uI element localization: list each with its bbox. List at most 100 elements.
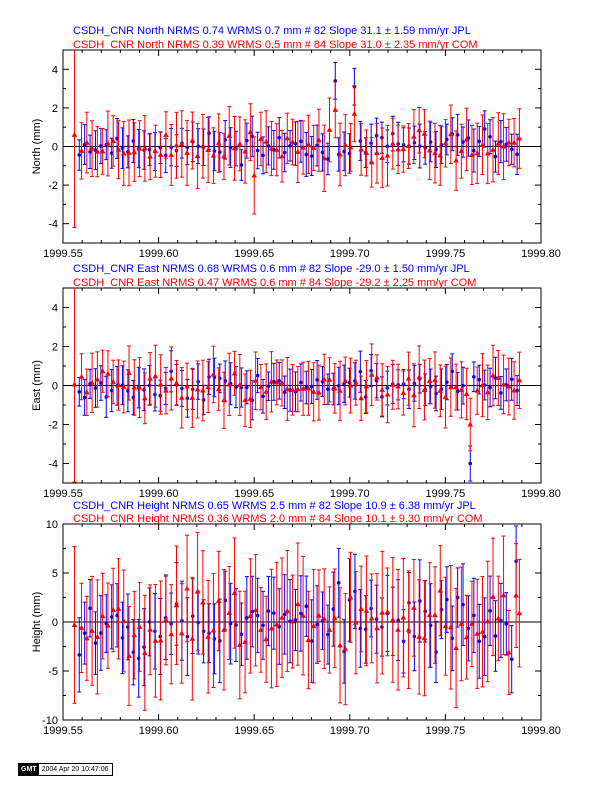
data-point-com <box>474 630 480 636</box>
data-point-jpl <box>93 386 98 390</box>
data-point-com <box>279 614 285 620</box>
data-point-com <box>463 136 470 142</box>
data-point-com <box>405 626 412 632</box>
data-point-com <box>326 126 333 132</box>
data-point-com <box>511 387 517 393</box>
data-point-com <box>247 395 254 401</box>
data-point-jpl <box>201 398 206 402</box>
data-point-jpl <box>239 632 244 637</box>
data-point-com <box>405 375 412 381</box>
data-point-jpl <box>261 153 265 158</box>
data-point-com <box>226 609 233 615</box>
x-tick-label: 1999.55 <box>43 488 83 500</box>
data-point-com <box>237 641 243 647</box>
data-point-com <box>516 135 523 141</box>
data-point-com <box>126 369 132 375</box>
data-point-com <box>226 381 233 387</box>
data-point-jpl <box>515 152 519 157</box>
x-tick-label: 1999.80 <box>521 248 561 260</box>
data-point-jpl <box>363 395 368 399</box>
data-point-com <box>157 381 164 387</box>
data-point-com <box>363 607 370 613</box>
data-point-jpl <box>472 374 476 379</box>
data-point-jpl <box>488 385 492 390</box>
data-point-com <box>147 626 153 632</box>
data-point-jpl <box>477 377 482 382</box>
data-point-com <box>99 613 106 619</box>
x-tick-label: 1999.65 <box>234 725 274 737</box>
data-point-com <box>284 607 291 613</box>
data-point-com <box>163 132 169 138</box>
data-point-com <box>289 386 296 392</box>
data-point-jpl <box>482 127 487 131</box>
data-point-com <box>321 615 328 621</box>
data-point-jpl <box>315 143 319 148</box>
data-point-com <box>479 628 486 634</box>
data-point-jpl <box>418 144 422 148</box>
data-point-com <box>200 143 206 149</box>
data-point-com <box>513 592 519 598</box>
data-point-jpl <box>109 615 114 619</box>
y-tick-label: 10 <box>46 519 58 531</box>
data-point-jpl <box>493 634 498 638</box>
data-point-com <box>305 637 312 643</box>
data-point-com <box>71 381 78 387</box>
data-point-jpl <box>293 618 298 622</box>
data-point-com <box>194 386 201 392</box>
data-point-com <box>321 155 328 161</box>
data-point-com <box>136 145 143 151</box>
data-point-com <box>411 133 417 139</box>
data-point-com <box>173 602 180 608</box>
data-point-com <box>71 621 78 627</box>
data-point-com <box>231 145 238 151</box>
data-point-com <box>194 588 201 594</box>
data-point-com <box>131 384 138 390</box>
data-point-com <box>421 386 428 392</box>
data-point-com <box>442 623 449 629</box>
data-point-com <box>342 142 349 148</box>
data-point-com <box>458 386 465 392</box>
data-point-jpl <box>147 147 152 152</box>
data-point-jpl <box>261 623 265 628</box>
gmt-timestamp-stamp: GMT 2004 Apr 20 10:47:06 <box>18 763 113 776</box>
data-point-com <box>351 110 358 116</box>
data-point-com <box>210 627 217 633</box>
data-point-com <box>120 384 127 390</box>
data-point-com <box>490 593 496 599</box>
data-point-com <box>300 144 306 150</box>
data-point-jpl <box>499 139 503 144</box>
y-tick-label: 0 <box>52 617 58 629</box>
data-point-com <box>110 606 116 612</box>
data-point-com <box>247 129 254 135</box>
data-point-jpl <box>142 387 146 392</box>
data-point-com <box>337 151 343 157</box>
data-point-jpl <box>304 604 309 609</box>
data-point-com <box>511 139 517 145</box>
y-tick-label: 0 <box>52 381 58 393</box>
data-point-jpl <box>282 150 287 155</box>
data-point-jpl <box>369 141 373 146</box>
data-point-jpl <box>77 653 82 657</box>
data-point-com <box>368 159 375 165</box>
data-point-jpl <box>250 609 255 614</box>
data-point-com <box>268 378 275 384</box>
data-point-com <box>237 140 243 146</box>
data-point-jpl <box>88 150 92 154</box>
data-point-com <box>310 144 317 150</box>
data-point-com <box>205 146 211 152</box>
data-point-jpl <box>304 152 309 157</box>
data-point-jpl <box>261 394 265 399</box>
y-tick-label: -4 <box>48 219 58 231</box>
data-point-jpl <box>201 629 206 634</box>
data-point-com <box>126 149 132 155</box>
data-point-com <box>173 142 180 148</box>
data-point-com <box>252 377 259 383</box>
data-point-jpl <box>147 383 152 388</box>
y-tick-label: 0 <box>52 142 58 154</box>
y-tick-label: 4 <box>52 303 58 315</box>
data-point-jpl <box>255 148 260 153</box>
data-point-com <box>442 394 449 400</box>
data-point-com <box>184 149 190 155</box>
y-axis-label: East (mm) <box>31 360 43 411</box>
data-point-com <box>142 395 148 401</box>
